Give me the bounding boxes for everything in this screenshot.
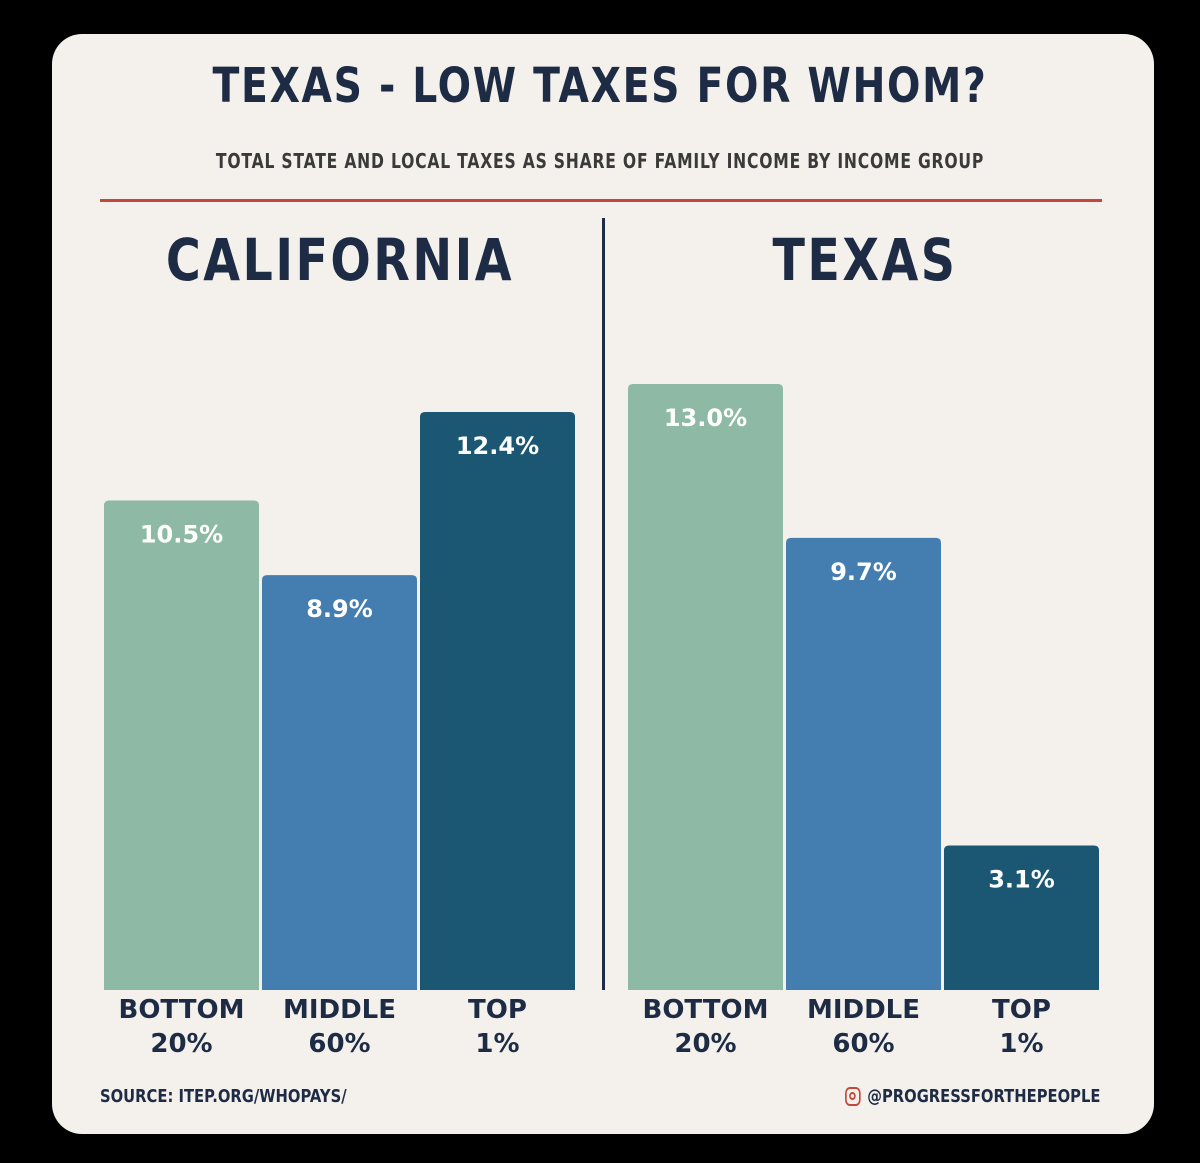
panel-title-texas: TEXAS bbox=[772, 226, 958, 294]
category-label-california-middle-line2: 60% bbox=[308, 1029, 370, 1059]
panel-title-california: CALIFORNIA bbox=[165, 226, 515, 294]
category-label-texas-middle-line1: MIDDLE bbox=[807, 995, 920, 1025]
bar-texas-middle bbox=[786, 537, 941, 990]
category-label-california-bottom-line2: 20% bbox=[150, 1029, 212, 1059]
category-label-california-top-line1: TOP bbox=[468, 995, 527, 1025]
value-label-texas-bottom: 13.0% bbox=[664, 404, 747, 432]
category-label-texas-bottom-line1: BOTTOM bbox=[643, 995, 769, 1025]
title-rule bbox=[100, 199, 1102, 202]
category-label-california-middle-line1: MIDDLE bbox=[283, 995, 396, 1025]
bar-texas-bottom bbox=[628, 383, 783, 990]
chart-subtitle: TOTAL STATE AND LOCAL TAXES AS SHARE OF … bbox=[215, 149, 985, 173]
chart-title: TEXAS - LOW TAXES FOR WHOM? bbox=[212, 58, 988, 114]
category-label-texas-top-line1: TOP bbox=[992, 995, 1051, 1025]
handle-text: @PROGRESSFORTHEPEOPLE bbox=[866, 1086, 1100, 1107]
category-label-california-bottom-line1: BOTTOM bbox=[119, 995, 245, 1025]
bar-california-bottom bbox=[104, 500, 259, 990]
value-label-california-top: 12.4% bbox=[456, 432, 539, 460]
category-label-texas-middle-line2: 60% bbox=[832, 1029, 894, 1059]
bar-california-top bbox=[420, 411, 575, 990]
value-label-california-bottom: 10.5% bbox=[140, 521, 223, 549]
category-label-texas-top-line2: 1% bbox=[999, 1029, 1043, 1059]
bar-texas-top bbox=[944, 845, 1099, 990]
social-handle: @PROGRESSFORTHEPEOPLE bbox=[844, 1086, 1100, 1107]
bar-california-middle bbox=[262, 575, 417, 990]
instagram-icon bbox=[844, 1087, 861, 1106]
value-label-texas-middle: 9.7% bbox=[830, 558, 897, 586]
panel-divider bbox=[602, 218, 605, 990]
category-label-texas-bottom-line2: 20% bbox=[674, 1029, 736, 1059]
value-label-texas-top: 3.1% bbox=[988, 865, 1055, 893]
value-label-california-middle: 8.9% bbox=[306, 595, 373, 623]
category-label-california-top-line2: 1% bbox=[475, 1029, 519, 1059]
source-note: SOURCE: ITEP.ORG/WHOPAYS/ bbox=[100, 1086, 347, 1107]
